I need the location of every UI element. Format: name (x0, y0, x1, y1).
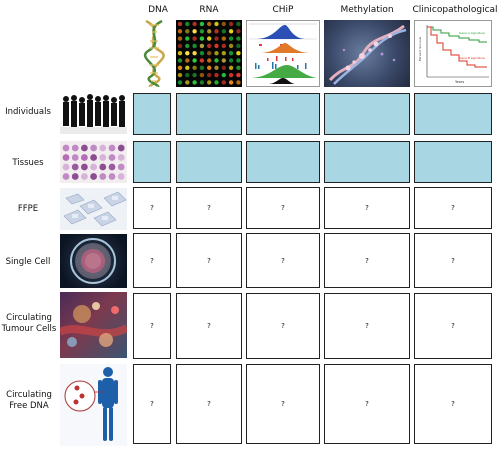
unknown-mark: ? (207, 400, 211, 408)
grid-cell (414, 141, 492, 183)
row-label-circulating-tumour-cells: Circulating Tumour Cells (1, 313, 57, 334)
unknown-mark: ? (365, 204, 369, 212)
dna-double-helix-icon (138, 19, 170, 87)
survival-curve-icon: Gene A signature Gene B signature Years … (414, 20, 492, 87)
unknown-mark: ? (207, 256, 211, 265)
grid-cell: ? (246, 233, 320, 288)
row-label-tissues: Tissues (12, 158, 44, 168)
grid-cell: ? (324, 364, 410, 444)
column-header-rna: RNA (199, 5, 219, 15)
unknown-mark: ? (281, 256, 285, 265)
grid-cell: ? (324, 187, 410, 229)
methylated-dna-icon (324, 20, 410, 87)
unknown-mark: ? (150, 400, 154, 408)
row-label-single-cell: Single Cell (5, 257, 51, 267)
unknown-mark: ? (150, 204, 154, 212)
survival-curve-y-label: Percent Survival (418, 36, 422, 61)
grid-cell: ? (246, 187, 320, 229)
grid-cell (324, 141, 410, 183)
column-header-clinicopathological: Clinicopathological (412, 5, 498, 15)
unknown-mark: ? (451, 256, 455, 265)
grid-cell: ? (133, 187, 171, 229)
grid-cell (414, 93, 492, 135)
unknown-mark: ? (451, 322, 455, 330)
unknown-mark: ? (207, 204, 211, 212)
unknown-mark: ? (451, 400, 455, 408)
grid-cell (133, 141, 171, 183)
row-label-individuals: Individuals (5, 107, 51, 117)
tissue-array-icon (60, 141, 127, 183)
grid-cell (324, 93, 410, 135)
unknown-mark: ? (150, 322, 154, 330)
column-header-dna: DNA (148, 5, 168, 15)
unknown-mark: ? (281, 204, 285, 212)
column-header-chip: CHiP (272, 5, 294, 15)
grid-cell: ? (176, 293, 242, 359)
unknown-mark: ? (365, 256, 369, 265)
unknown-mark: ? (281, 400, 285, 408)
unknown-mark: ? (281, 322, 285, 330)
grid-cell (246, 93, 320, 135)
grid-cell: ? (133, 364, 171, 444)
grid-cell: ? (414, 187, 492, 229)
grid-cell: ? (176, 187, 242, 229)
row-label-ffpe: FFPE (17, 204, 39, 214)
grid-cell: ? (246, 364, 320, 444)
grid-cell (176, 141, 242, 183)
grid-cell: ? (414, 233, 492, 288)
grid-cell: ? (414, 293, 492, 359)
grid-cell (246, 141, 320, 183)
grid-cell: ? (133, 293, 171, 359)
survival-curve-label-a: Gene A signature (459, 31, 485, 35)
circulating-dna-body-icon (60, 364, 127, 446)
grid-cell: ? (246, 293, 320, 359)
survival-curve-x-label: Years (455, 80, 464, 84)
grid-cell: ? (176, 364, 242, 444)
single-cell-icon (60, 234, 127, 288)
grid-cell (133, 93, 171, 135)
grid-cell: ? (324, 293, 410, 359)
unknown-mark: ? (451, 204, 455, 212)
unknown-mark: ? (365, 400, 369, 408)
grid-cell: ? (324, 233, 410, 288)
grid-cell (176, 93, 242, 135)
row-label-circulating-free-dna: Circulating Free DNA (6, 390, 52, 411)
unknown-mark: ? (207, 322, 211, 330)
rna-microarray-icon (176, 20, 242, 87)
survival-curve-label-b: Gene B signature (459, 56, 485, 60)
grid-cell: ? (176, 233, 242, 288)
grid-cell: ? (414, 364, 492, 444)
unknown-mark: ? (365, 322, 369, 330)
ffpe-slides-icon (60, 188, 127, 230)
tumour-cells-icon (60, 292, 127, 358)
crowd-silhouettes-icon (60, 92, 127, 134)
chip-seq-peaks-icon (246, 20, 320, 87)
unknown-mark: ? (150, 256, 154, 265)
column-header-methylation: Methylation (340, 5, 394, 15)
grid-cell: ? (133, 233, 171, 288)
